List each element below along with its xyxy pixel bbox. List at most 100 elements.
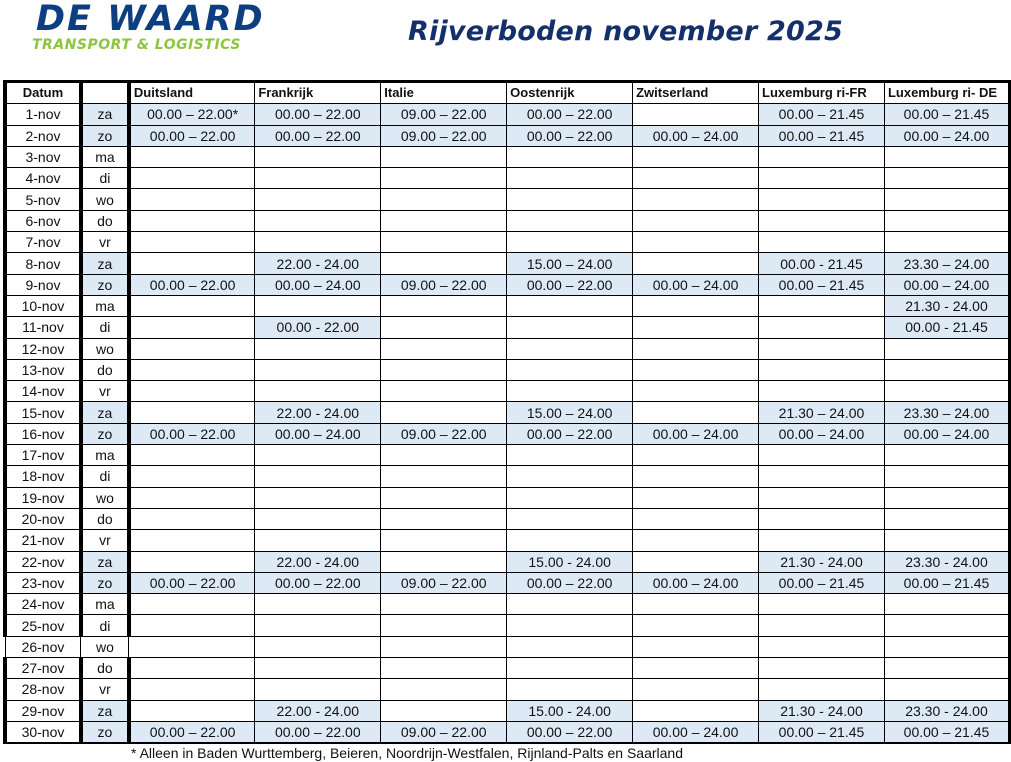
ban-time-cell [632, 316, 760, 339]
ban-time-cell [883, 465, 1011, 488]
weekday-cell: zo [80, 124, 131, 147]
date-cell: 6-nov [3, 209, 83, 233]
ban-time-cell [758, 294, 885, 318]
weekday-cell: za [80, 401, 131, 424]
weekday-cell: ma [80, 444, 131, 467]
table-header-row: Datum Duitsland Frankrijk Italie Oostenrijk Z… [3, 79, 1011, 105]
ban-time-cell [758, 657, 885, 680]
ban-time-cell [758, 358, 885, 382]
ban-time-cell [254, 358, 382, 382]
ban-time-cell: 09.00 – 22.00 [380, 103, 508, 126]
page-title: Rijverboden november 2025 [408, 16, 843, 47]
ban-time-cell [758, 635, 885, 659]
ban-time-cell [128, 316, 256, 339]
ban-time-cell [758, 209, 885, 233]
ban-time-cell [380, 209, 508, 233]
weekday-cell: za [80, 252, 131, 275]
ban-time-cell: 00.00 – 22.00 [128, 720, 256, 745]
ban-time-cell [128, 209, 256, 233]
driving-ban-table: Datum Duitsland Frankrijk Italie Oostenrijk Z… [3, 79, 1011, 745]
ban-time-cell [632, 657, 760, 680]
ban-time-cell: 15.00 – 24.00 [506, 252, 634, 275]
date-cell: 2-nov [3, 124, 83, 147]
ban-time-cell [254, 529, 382, 552]
ban-time-cell [506, 167, 634, 190]
ban-time-cell [883, 529, 1011, 552]
ban-time-cell [128, 380, 256, 403]
column-header: Datum [3, 79, 83, 105]
ban-time-cell [883, 635, 1011, 659]
ban-time-cell [128, 699, 256, 722]
ban-time-cell [128, 486, 256, 509]
date-cell: 24-nov [3, 593, 83, 616]
ban-time-cell [632, 529, 760, 552]
ban-time-cell [380, 593, 508, 616]
ban-time-cell [506, 337, 634, 360]
weekday-cell: do [80, 507, 131, 531]
ban-time-cell [506, 380, 634, 403]
ban-time-cell: 00.00 – 21.45 [758, 103, 885, 126]
table-row: 25-nov di [3, 614, 1011, 637]
table-row: 7-nov vr [3, 231, 1011, 254]
ban-time-cell: 00.00 – 24.00 [632, 124, 760, 147]
ban-time-cell: 09.00 – 22.00 [380, 571, 508, 595]
ban-time-cell: 00.00 – 24.00 [632, 273, 760, 296]
ban-time-cell: 09.00 – 22.00 [380, 124, 508, 147]
ban-time-cell [128, 550, 256, 573]
ban-time-cell [254, 465, 382, 488]
ban-time-cell [128, 507, 256, 531]
ban-time-cell [632, 252, 760, 275]
ban-time-cell [380, 231, 508, 254]
ban-time-cell [380, 358, 508, 382]
ban-time-cell [758, 380, 885, 403]
ban-time-cell [380, 444, 508, 467]
ban-time-cell [632, 231, 760, 254]
date-cell: 20-nov [3, 507, 83, 531]
ban-time-cell: 22.00 - 24.00 [254, 252, 382, 275]
ban-time-cell: 23.30 – 24.00 [883, 252, 1011, 275]
ban-time-cell [506, 657, 634, 680]
ban-time-cell [380, 337, 508, 360]
column-header: Frankrijk [254, 79, 382, 105]
ban-time-cell [883, 167, 1011, 190]
ban-time-cell [380, 401, 508, 424]
weekday-cell: zo [80, 422, 131, 446]
date-cell: 15-nov [3, 401, 83, 424]
weekday-cell: wo [80, 337, 131, 360]
ban-time-cell: 09.00 – 22.00 [380, 273, 508, 296]
ban-time-cell: 00.00 – 22.00 [128, 422, 256, 446]
table-row: 13-nov do [3, 358, 1011, 382]
weekday-cell: ma [80, 294, 131, 318]
table-row: 11-nov di 00.00 - 22.00 00.00 - 21.45 [3, 316, 1011, 339]
ban-time-cell [506, 529, 634, 552]
ban-time-cell [758, 593, 885, 616]
date-cell: 4-nov [3, 167, 83, 190]
ban-time-cell [758, 486, 885, 509]
ban-time-cell [506, 593, 634, 616]
table-row: 21-nov vr [3, 529, 1011, 552]
ban-time-cell [883, 507, 1011, 531]
table-row: 30-nov zo 00.00 – 22.00 00.00 – 22.00 09.00 … [3, 720, 1011, 745]
ban-time-cell [128, 678, 256, 701]
ban-time-cell [380, 316, 508, 339]
ban-time-cell [632, 294, 760, 318]
ban-time-cell [758, 444, 885, 467]
weekday-cell: vr [80, 529, 131, 552]
ban-time-cell [254, 294, 382, 318]
ban-time-cell [758, 188, 885, 211]
ban-time-cell [506, 486, 634, 509]
ban-time-cell [758, 678, 885, 701]
ban-time-cell [128, 614, 256, 637]
ban-time-cell [254, 486, 382, 509]
weekday-cell: di [80, 167, 131, 190]
ban-time-cell [380, 145, 508, 169]
ban-time-cell: 00.00 – 22.00 [254, 124, 382, 147]
ban-time-cell [506, 635, 634, 659]
ban-time-cell: 15.00 - 24.00 [506, 699, 634, 722]
weekday-cell: di [80, 465, 131, 488]
ban-time-cell [254, 188, 382, 211]
ban-time-cell [380, 380, 508, 403]
weekday-cell: ma [80, 593, 131, 616]
ban-time-cell [883, 358, 1011, 382]
date-cell: 25-nov [3, 614, 83, 637]
